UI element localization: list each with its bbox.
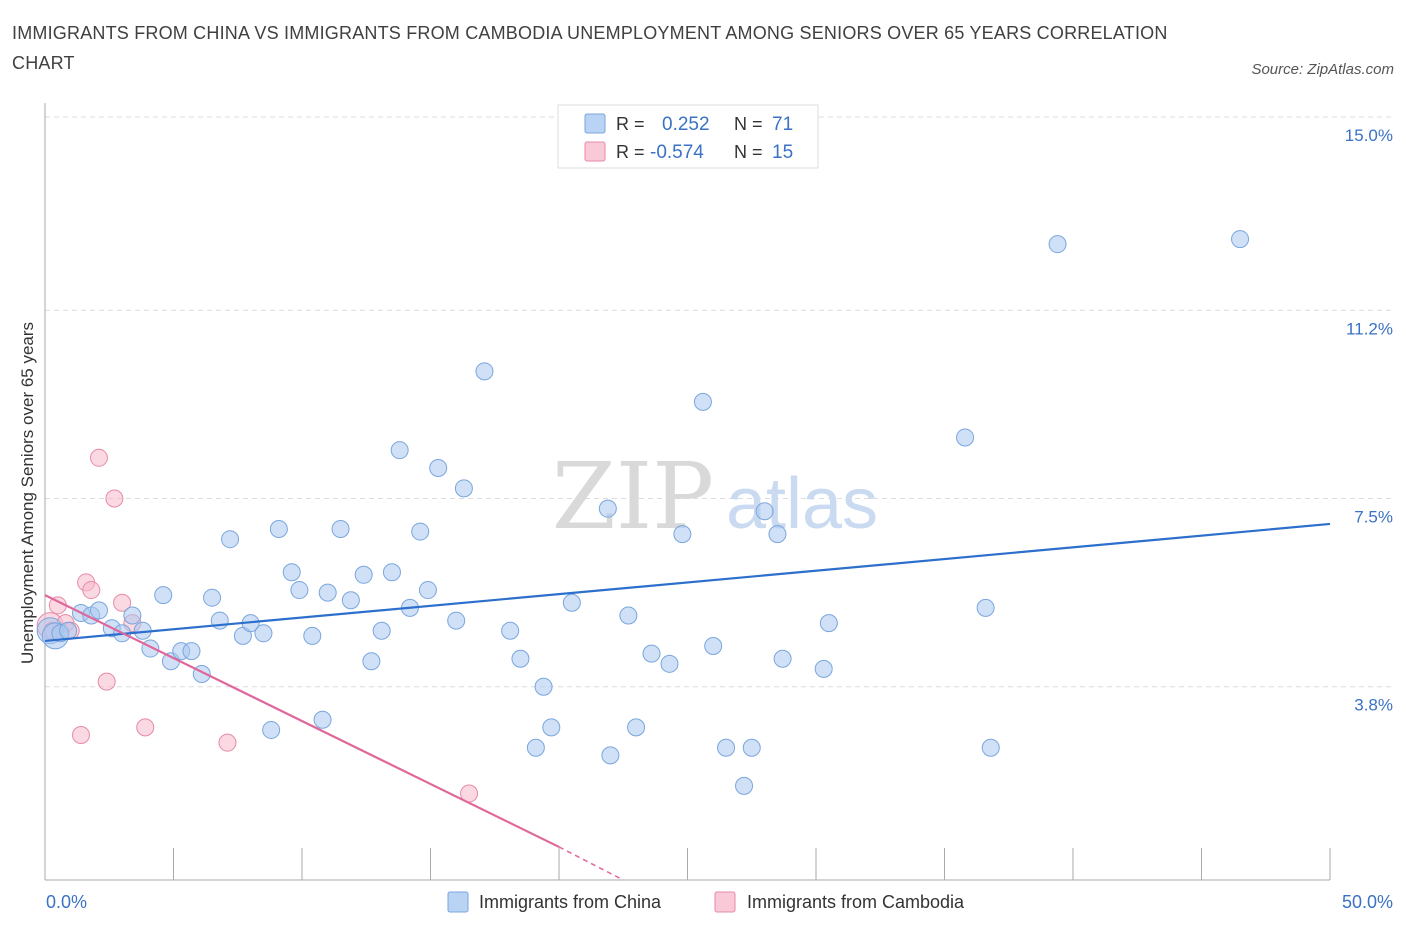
stat-legend-swatch-cambodia (584, 141, 606, 162)
series-legend: Immigrants from China Immigrants from Ca… (447, 891, 965, 913)
x-tick-label: 0.0% (46, 892, 87, 912)
china-point (221, 530, 240, 549)
china-point (59, 621, 78, 640)
china-point (372, 621, 391, 640)
grid-layer (45, 116, 1395, 688)
chart-title: IMMIGRANTS FROM CHINA VS IMMIGRANTS FROM… (12, 23, 1168, 73)
watermark: ZIP atlas (552, 443, 878, 550)
stat-legend-r-value: -0.574 (650, 142, 704, 163)
china-point (501, 621, 520, 640)
cambodia-trend-extension (558, 846, 624, 881)
china-point (362, 652, 381, 671)
china-point (331, 520, 350, 539)
china-point (735, 776, 754, 795)
legend-label-china: Immigrants from China (479, 892, 662, 912)
china-point (601, 746, 620, 765)
china-point (382, 563, 401, 582)
china-point (642, 644, 661, 663)
china-point (598, 499, 617, 518)
china-point (619, 606, 638, 625)
cambodia-point (105, 489, 124, 508)
china-point (123, 606, 142, 625)
china-point (673, 525, 692, 544)
china-point (269, 520, 288, 539)
stat-legend-n-value: 15 (772, 142, 793, 163)
stat-legend-r-label: R = (616, 142, 645, 162)
china-point (956, 428, 975, 447)
cambodia-point (97, 672, 116, 691)
china-point (526, 738, 545, 757)
legend-label-cambodia: Immigrants from Cambodia (747, 892, 965, 912)
china-point (282, 563, 301, 582)
china-point (262, 720, 281, 739)
china-point (511, 649, 530, 668)
china-point (313, 710, 332, 729)
china-point (814, 659, 833, 678)
china-point (562, 593, 581, 612)
china-point (418, 581, 437, 600)
legend-swatch-cambodia (714, 891, 736, 913)
china-point (542, 718, 561, 737)
cambodia-trend-line (44, 594, 560, 848)
stat-legend: R = 0.252 N = 71 R = -0.574 N = 15 (557, 104, 819, 169)
china-point (704, 637, 723, 656)
china-point (341, 591, 360, 610)
cambodia-point (82, 581, 101, 600)
chart-source: Source: ZipAtlas.com (1251, 61, 1394, 78)
china-point (981, 738, 1000, 757)
china-point (1048, 235, 1067, 254)
china-point (475, 362, 494, 381)
stat-legend-r-value: 0.252 (662, 114, 710, 135)
watermark-atlas: atlas (726, 464, 878, 544)
cambodia-point (136, 718, 155, 737)
china-point (354, 565, 373, 584)
china-point (819, 614, 838, 633)
china-trend-line (44, 522, 1331, 643)
china-point (447, 611, 466, 630)
y-tick-label: 3.8% (1354, 696, 1393, 715)
china-point (390, 441, 409, 460)
china-point (203, 588, 222, 607)
cambodia-point (71, 726, 90, 745)
china-point (318, 583, 337, 602)
china-point (454, 479, 473, 498)
china-point (182, 642, 201, 661)
y-tick-label: 7.5% (1354, 508, 1393, 527)
stat-legend-n-label: N = (734, 114, 763, 134)
china-point (660, 654, 679, 673)
trend-layer (44, 522, 1331, 881)
axis-layer: 3.8% 7.5% 11.2% 15.0% 0.0% 50.0% (44, 103, 1393, 912)
china-point (534, 677, 553, 696)
y-tick-label: 11.2% (1346, 319, 1393, 338)
y-tick-label: 15.0% (1345, 126, 1393, 145)
china-point (154, 586, 173, 605)
china-point (773, 649, 792, 668)
stat-legend-swatch-china (584, 113, 606, 134)
china-point (768, 525, 787, 544)
china-point (1231, 230, 1250, 249)
china-point (254, 624, 273, 643)
china-point (290, 581, 309, 600)
x-tick-label: 50.0% (1342, 892, 1393, 912)
china-point (429, 458, 448, 477)
cambodia-point (113, 593, 132, 612)
china-point (693, 392, 712, 411)
china-point (303, 626, 322, 645)
cambodia-point (89, 448, 108, 467)
china-point (89, 601, 108, 620)
cambodia-point (218, 733, 237, 752)
china-point (755, 502, 774, 521)
legend-swatch-china (447, 891, 469, 913)
china-point (411, 522, 430, 541)
china-point (627, 718, 646, 737)
china-point (976, 598, 995, 617)
stat-legend-r-label: R = (616, 114, 645, 134)
stat-legend-n-value: 71 (772, 114, 793, 135)
stat-legend-n-label: N = (734, 142, 763, 162)
china-point (717, 738, 736, 757)
china-point (742, 738, 761, 757)
